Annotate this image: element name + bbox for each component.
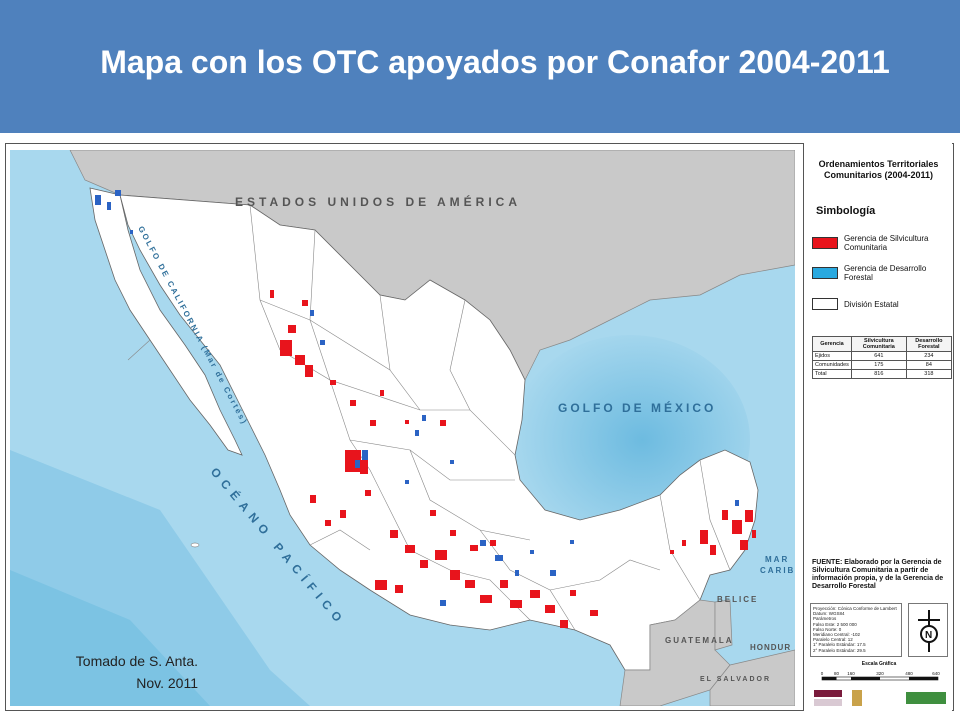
mexico-mainland xyxy=(119,194,759,671)
label-guatemala: GUATEMALA xyxy=(665,636,734,645)
projection-line: Proyección: Cónica Conforme de Lambert xyxy=(813,606,897,611)
table-cell: Ejidos xyxy=(812,351,852,361)
legend-title: Ordenamientos Territoriales Comunitarios… xyxy=(804,159,953,181)
legend-panel: Ordenamientos Territoriales Comunitarios… xyxy=(803,143,953,711)
table-header: Silvicultura Comunitaria xyxy=(850,336,907,352)
scale-tick: 160 xyxy=(847,671,855,676)
table-row: Total 816 318 xyxy=(812,369,953,379)
projection-line: Parámetros xyxy=(813,616,837,622)
legend-item-silvicultura: Gerencia de Silvicultura Comunitaria xyxy=(844,234,949,252)
table-cell: 175 xyxy=(850,360,907,370)
projection-line: Falso Norte: 0 xyxy=(813,626,842,632)
label-caribbean-2: CARIB xyxy=(760,566,795,575)
swatch-silvicultura xyxy=(812,237,838,249)
island xyxy=(190,542,200,548)
map-panel: ESTADOS UNIDOS DE AMÉRICA GOLFO DE MÉXIC… xyxy=(10,150,795,706)
svg-text:N: N xyxy=(925,630,932,641)
legend-item-label: Gerencia de Silvicultura xyxy=(844,234,929,243)
label-el-salvador: EL SALVADOR xyxy=(700,676,771,683)
stats-table: Gerencia Silvicultura Comunitaria Desarr… xyxy=(812,336,953,379)
agency-logos xyxy=(814,690,946,706)
credit-line-2: Nov. 2011 xyxy=(136,675,198,691)
table-cell: 318 xyxy=(905,369,953,379)
table-cell: 234 xyxy=(905,351,953,361)
label-belize: BELICE xyxy=(717,595,758,604)
legend-item-division: División Estatal xyxy=(844,300,949,309)
projection-box: Proyección: Cónica Conforme de Lambert D… xyxy=(810,603,902,657)
logo-semarnat-sub xyxy=(814,699,842,706)
table-row: Comunidades 175 84 xyxy=(812,360,953,370)
projection-line: Datum: WGS84 xyxy=(813,611,845,617)
swatch-division xyxy=(812,298,838,310)
table-cell: 84 xyxy=(905,360,953,370)
table-header: Desarrollo Forestal xyxy=(905,336,953,352)
label-usa: ESTADOS UNIDOS DE AMÉRICA xyxy=(235,194,521,209)
legend-title-line-1: Ordenamientos Territoriales xyxy=(818,159,939,169)
title-banner: Mapa con los OTC apoyados por Conafor 20… xyxy=(0,0,960,133)
projection-line: 1° Paralelo Estándar: 17.5 xyxy=(813,642,866,648)
mexico-map: ESTADOS UNIDOS DE AMÉRICA GOLFO DE MÉXIC… xyxy=(10,150,795,706)
table-cell: Total xyxy=(812,369,852,379)
table-cell: 816 xyxy=(850,369,907,379)
logo-seal xyxy=(852,690,862,706)
scale-bar: 0 80 160 320 480 640 xyxy=(821,671,940,681)
belize-land xyxy=(714,599,733,651)
credit-line-1: Tomado de S. Anta. xyxy=(75,653,198,669)
projection-line: Falso Este: 2 500 000 xyxy=(813,621,857,627)
pacific-deeper xyxy=(10,570,210,706)
table-header: Gerencia xyxy=(812,336,852,352)
legend-item-label: División Estatal xyxy=(844,300,899,309)
scale-tick: 80 xyxy=(834,671,840,676)
label-gulf-mexico: GOLFO DE MÉXICO xyxy=(558,400,716,415)
honduras-land xyxy=(709,649,795,706)
scale-tick: 640 xyxy=(932,671,940,676)
north-arrow-icon: N xyxy=(908,603,948,657)
logo-conafor xyxy=(906,692,946,704)
label-honduras: HONDUR xyxy=(750,643,791,652)
table-cell: Comunidades xyxy=(812,360,852,370)
legend-simbologia: Simbología xyxy=(816,205,876,217)
baja-california xyxy=(89,187,243,456)
legend-item-label: Gerencia de Desarrollo xyxy=(844,264,927,273)
credit-note: Tomado de S. Anta. Nov. 2011 xyxy=(22,650,198,694)
legend-item-label: Comunitaria xyxy=(844,243,888,252)
table-cell: 641 xyxy=(850,351,907,361)
projection-line: Paralelo Central: 12 xyxy=(813,637,853,643)
legend-item-desarrollo: Gerencia de Desarrollo Forestal xyxy=(844,264,949,282)
label-caribbean-1: MAR xyxy=(765,555,789,564)
scale-tick: 320 xyxy=(876,671,884,676)
table-row: Ejidos 641 234 xyxy=(812,351,953,361)
projection-line: 2° Paralelo Estándar: 29.5 xyxy=(813,647,866,653)
desarrollo-patches xyxy=(95,190,739,606)
scale-tick: 480 xyxy=(905,671,913,676)
legend-item-label: Forestal xyxy=(844,273,873,282)
silvicultura-patches xyxy=(270,290,756,628)
swatch-desarrollo xyxy=(812,267,838,279)
source-note: FUENTE: Elaborado por la Gerencia de Sil… xyxy=(812,559,944,590)
scale-title: Escala Gráfica xyxy=(861,661,897,667)
legend-title-line-2: Comunitarios (2004-2011) xyxy=(823,170,934,180)
projection-line: Meridiano Central: -102 xyxy=(813,632,861,638)
logo-semarnat xyxy=(814,690,842,697)
scale-tick: 0 xyxy=(821,671,824,676)
slide-title: Mapa con los OTC apoyados por Conafor 20… xyxy=(100,44,890,80)
